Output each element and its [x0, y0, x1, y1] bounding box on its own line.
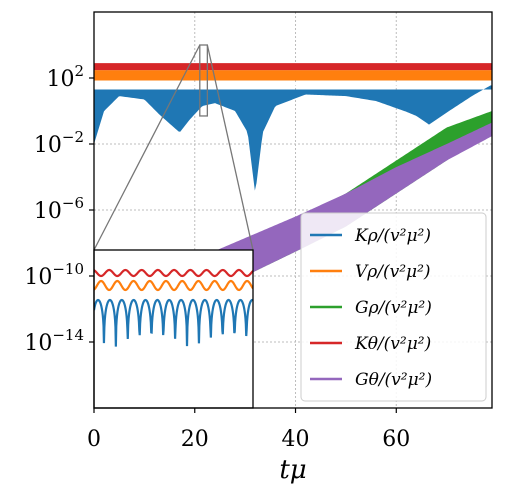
legend-label: Kθ/(v²μ²) — [354, 334, 431, 354]
y-tick-label: 102 — [46, 62, 84, 92]
y-tick-label: 10−14 — [24, 326, 84, 356]
series-band — [94, 63, 492, 71]
axis-ticks: 0 20 40 60 102 10−2 10−6 10−10 10−14 — [24, 62, 410, 452]
inset-background — [94, 250, 253, 408]
x-axis-label: tμ — [279, 455, 306, 485]
inset-series — [94, 268, 253, 347]
legend-label: Kρ/(v²μ²) — [354, 226, 431, 246]
zoom-connector — [206, 44, 254, 251]
y-tick-label: 10−10 — [24, 260, 84, 290]
y-tick-label: 10−6 — [34, 194, 84, 224]
series-band — [94, 70, 492, 81]
inset-line — [94, 279, 253, 292]
legend-label: Gθ/(v²μ²) — [355, 370, 432, 390]
legend-label: Gρ/(v²μ²) — [355, 298, 432, 318]
zoom-box — [199, 44, 209, 117]
x-tick-label: 40 — [282, 427, 310, 452]
y-tick-label: 10−2 — [34, 128, 84, 158]
inset-plot — [93, 249, 254, 409]
legend: Kρ/(v²μ²) Vρ/(v²μ²) Gρ/(v²μ²) Kθ/(v²μ²) Gθ/(… — [300, 212, 487, 402]
series-band — [94, 84, 492, 191]
x-tick-label: 60 — [382, 427, 410, 452]
inset-line — [94, 298, 253, 347]
x-tick-label: 20 — [181, 427, 209, 452]
zoom-indicator — [93, 44, 254, 251]
legend-label: Vρ/(v²μ²) — [355, 262, 431, 282]
x-tick-label: 0 — [87, 427, 101, 452]
zoom-connector — [93, 44, 201, 251]
legend-box — [300, 212, 487, 402]
inset-line — [94, 268, 253, 278]
